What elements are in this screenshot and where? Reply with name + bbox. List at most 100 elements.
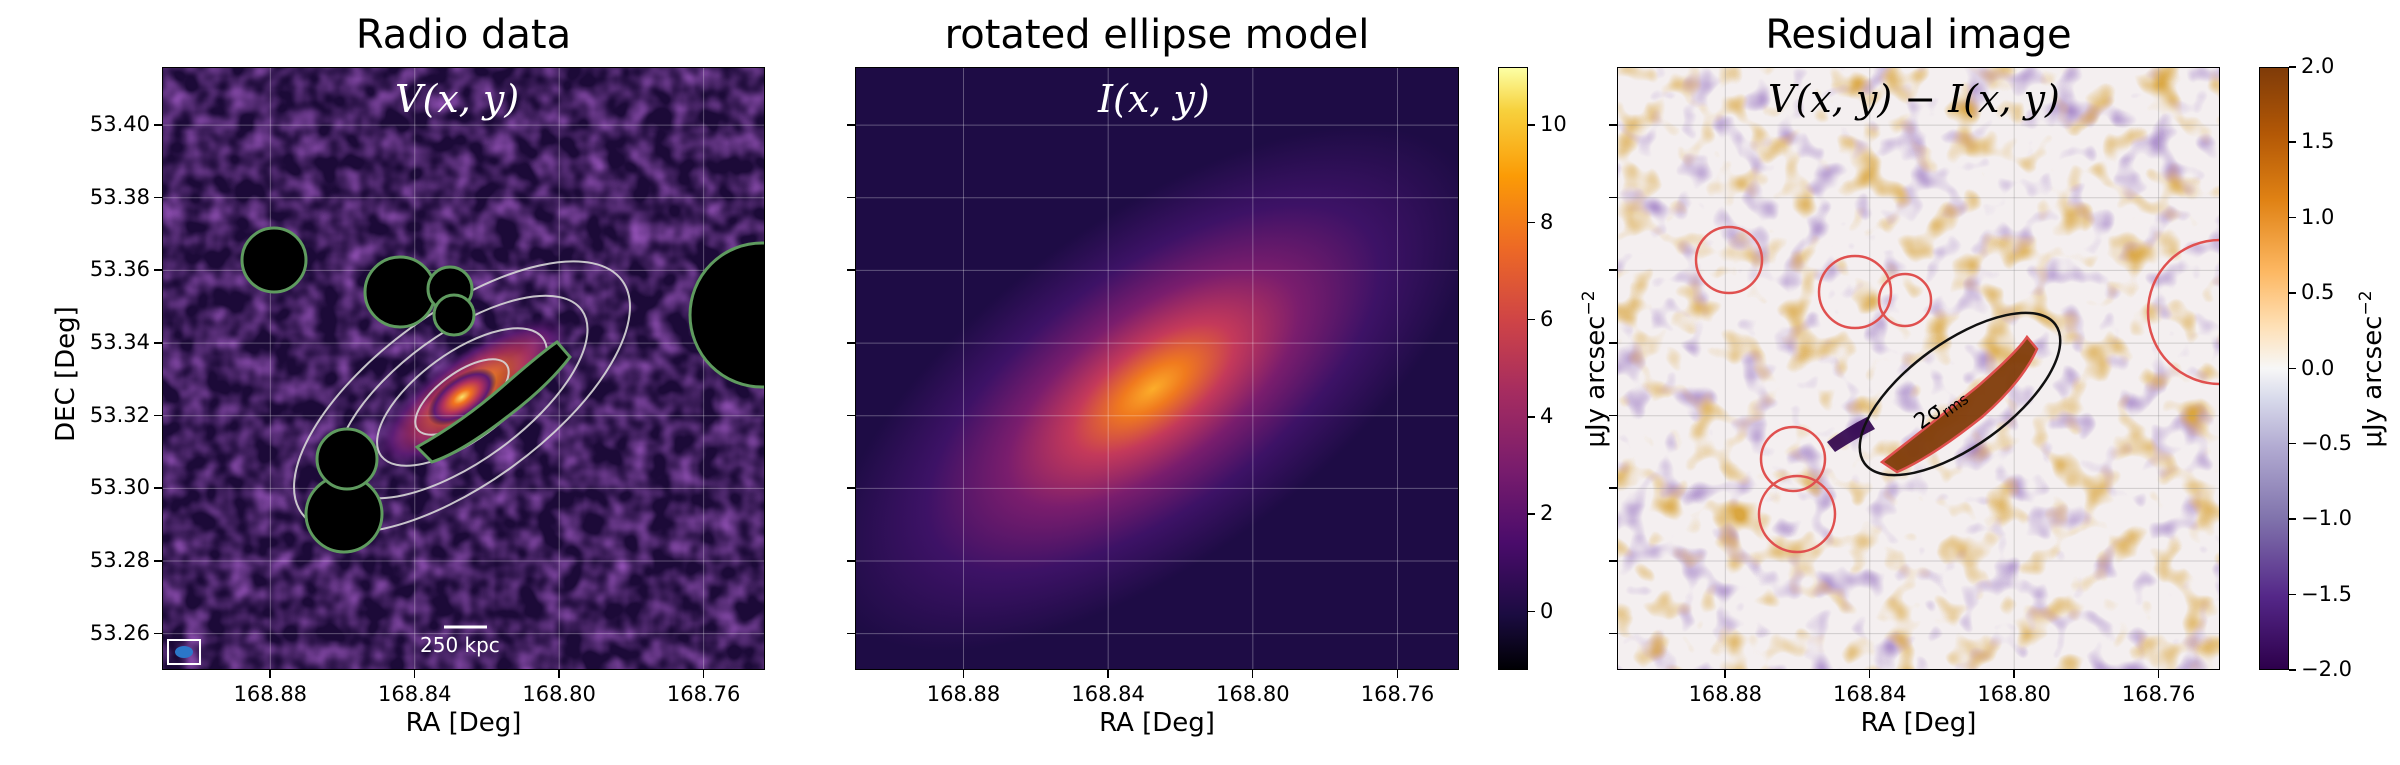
y-tick-mark: [154, 414, 162, 417]
panel3-image: [1617, 67, 2220, 670]
y-tick-mark: [1609, 124, 1617, 126]
colorbar-tick-mark: [1528, 610, 1535, 613]
x-tick-mark: [269, 670, 271, 678]
y-tick-label: 53.28: [89, 548, 150, 573]
panel2-xlabel: RA [Deg]: [1099, 708, 1215, 738]
colorbar-tick-mark: [1528, 221, 1535, 224]
colorbar-tick-label: 1.0: [2301, 204, 2335, 229]
colorbar-tick-mark: [1528, 513, 1535, 515]
x-tick-label: 168.88: [1688, 682, 1763, 706]
colorbar-tick-mark: [2289, 518, 2296, 520]
x-tick-label: 168.76: [666, 682, 741, 706]
y-tick-mark: [154, 487, 162, 489]
y-tick-mark: [847, 124, 855, 126]
colorbar-tick-label: 2.0: [2301, 54, 2335, 78]
panel3-svg: [1617, 67, 2220, 670]
x-tick-label: 168.80: [522, 682, 596, 706]
colorbar-tick-mark: [1528, 318, 1535, 321]
y-tick-mark: [154, 269, 162, 271]
y-tick-mark: [847, 414, 855, 417]
colorbar-puor: [2259, 67, 2289, 670]
y-tick-mark: [1609, 342, 1617, 344]
colorbar2-label: μJy arcsec−2: [2356, 290, 2388, 448]
x-tick-mark: [1724, 670, 1726, 678]
panel2-overlay-text: I(x, y): [1098, 77, 1210, 121]
colorbar-tick-label: 1.5: [2301, 129, 2335, 154]
x-tick-label: 168.84: [1071, 682, 1145, 706]
x-tick-label: 168.80: [1977, 682, 2051, 706]
colorbar-tick-label: −2.0: [2301, 657, 2352, 681]
panel3-2sigma-contour: [1858, 311, 2062, 477]
y-tick-label: 53.40: [89, 112, 150, 137]
panel3-title: Residual image: [1765, 12, 2072, 58]
y-tick-mark: [1609, 560, 1617, 562]
panel2-svg: [855, 67, 1459, 670]
y-tick-label: 53.32: [89, 402, 150, 427]
x-tick-mark: [413, 670, 416, 678]
colorbar-tick-mark: [2289, 216, 2296, 219]
y-tick-mark: [847, 342, 855, 344]
colorbar-tick-mark: [2289, 292, 2296, 294]
y-tick-mark: [847, 632, 855, 635]
colorbar-tick-mark: [2289, 442, 2296, 445]
colorbar-tick-mark: [2289, 66, 2296, 68]
panel1-overlay-text: V(x, y): [395, 77, 520, 121]
colorbar-tick-mark: [2289, 141, 2296, 143]
panel3-xlabel: RA [Deg]: [1860, 708, 1977, 738]
x-tick-mark: [702, 670, 705, 678]
y-tick-mark: [154, 342, 162, 344]
colorbar-tick-mark: [1528, 416, 1535, 418]
x-tick-mark: [1251, 670, 1254, 678]
x-tick-mark: [1868, 670, 1871, 678]
y-tick-mark: [847, 487, 855, 489]
panel2-title: rotated ellipse model: [944, 12, 1370, 58]
y-tick-label: 53.38: [89, 184, 150, 209]
colorbar-tick-label: −1.5: [2301, 581, 2352, 606]
colorbar-tick-label: 2: [1540, 501, 1554, 526]
colorbar-tick-label: 0: [1540, 598, 1554, 623]
beam-icon: [175, 646, 193, 658]
panel1-masks: [240, 226, 765, 554]
colorbar-tick-label: −1.0: [2301, 506, 2352, 531]
x-tick-label: 168.80: [1216, 682, 1290, 706]
colorbar-inferno: [1498, 67, 1528, 670]
colorbar-tick-label: 0.5: [2301, 280, 2335, 305]
y-tick-mark: [1609, 487, 1617, 489]
colorbar-tick-mark: [2289, 669, 2296, 671]
y-tick-label: 53.34: [89, 330, 150, 355]
x-tick-mark: [2157, 670, 2160, 678]
y-tick-mark: [1609, 632, 1617, 635]
y-tick-mark: [1609, 269, 1617, 271]
y-tick-mark: [847, 560, 855, 562]
panel1-image: [162, 67, 765, 670]
colorbar-tick-mark: [2289, 593, 2296, 596]
x-tick-label: 168.84: [378, 682, 452, 706]
colorbar-tick-mark: [2289, 367, 2296, 369]
x-tick-mark: [1107, 670, 1109, 678]
y-tick-mark: [154, 632, 162, 635]
panel2-image: [855, 67, 1459, 670]
y-tick-mark: [847, 269, 855, 271]
panel1-svg: [162, 67, 765, 670]
panel1-xlabel: RA [Deg]: [405, 708, 522, 738]
colorbar-tick-label: 4: [1540, 404, 1554, 429]
x-tick-label: 168.88: [233, 682, 308, 706]
colorbar-tick-label: −0.5: [2301, 430, 2352, 455]
x-tick-label: 168.76: [1360, 682, 1435, 706]
y-tick-mark: [847, 196, 855, 199]
y-tick-label: 53.36: [89, 257, 150, 282]
colorbar-tick-label: 0.0: [2301, 355, 2335, 380]
y-tick-mark: [1609, 196, 1617, 199]
y-tick-mark: [154, 560, 162, 562]
scalebar-label: 250 kpc: [420, 633, 500, 657]
x-tick-label: 168.76: [2121, 682, 2196, 706]
colorbar-tick-label: 10: [1540, 112, 1567, 137]
colorbar-tick-label: 8: [1540, 209, 1554, 234]
panel3-overlay-text: V(x, y) − I(x, y): [1768, 77, 2060, 121]
x-tick-mark: [2013, 670, 2015, 678]
y-tick-mark: [1609, 414, 1617, 417]
colorbar-tick-mark: [1528, 124, 1535, 126]
x-tick-mark: [962, 670, 964, 678]
x-tick-label: 168.84: [1833, 682, 1907, 706]
colorbar1-label: μJy arcsec−2: [1579, 290, 1611, 448]
